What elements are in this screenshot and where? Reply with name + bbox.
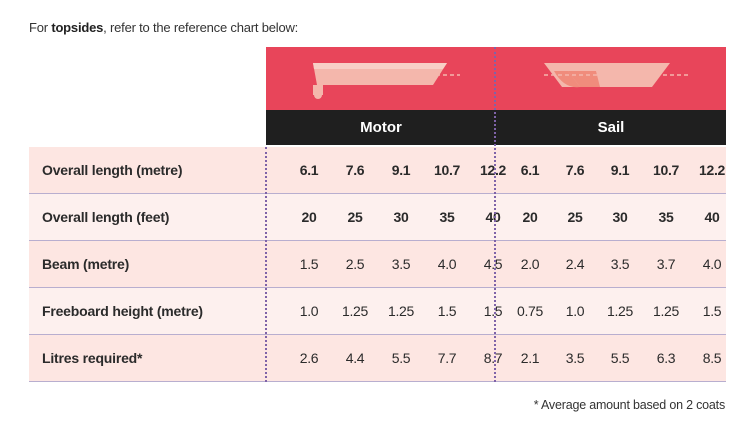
motor-cell: 7.7 xyxy=(437,350,457,366)
motor-cell: 5.5 xyxy=(391,350,411,366)
sail-cell: 35 xyxy=(658,209,674,225)
sail-boat-hull-icon xyxy=(544,63,690,88)
motor-cell: 1.5 xyxy=(437,303,457,319)
motor-sail-divider xyxy=(494,47,496,382)
row-label: Overall length (feet) xyxy=(42,209,170,225)
motor-cell: 25 xyxy=(347,209,363,225)
motor-cell: 2.5 xyxy=(345,256,365,272)
sail-cell: 3.5 xyxy=(565,350,585,366)
table-row: Overall length (metre) 6.1 7.6 9.1 10.7 12.2 6… xyxy=(29,147,726,194)
motor-cell: 12.2 xyxy=(479,162,507,178)
sail-cell: 20 xyxy=(522,209,538,225)
sail-cell: 1.5 xyxy=(702,303,722,319)
row-label: Overall length (metre) xyxy=(42,162,183,178)
sail-cell: 6.3 xyxy=(656,350,676,366)
sail-cell: 7.6 xyxy=(565,162,585,178)
sail-cell: 4.0 xyxy=(702,256,722,272)
motor-cell: 4.0 xyxy=(437,256,457,272)
table-row: Litres required* 2.6 4.4 5.5 7.7 8.7 2.1 3.5 5.5… xyxy=(29,335,726,382)
motor-cell: 9.1 xyxy=(391,162,411,178)
sail-header: Sail xyxy=(597,119,625,136)
row-label: Freeboard height (metre) xyxy=(42,303,203,319)
motor-cell: 1.25 xyxy=(387,303,415,319)
table-row: Overall length (feet) 20 25 30 35 40 20 25 30 35 4… xyxy=(29,194,726,241)
motor-cell: 4.5 xyxy=(483,256,503,272)
sail-cell: 30 xyxy=(612,209,628,225)
motor-cell: 2.6 xyxy=(299,350,319,366)
motor-cell: 1.5 xyxy=(299,256,319,272)
motor-cell: 8.7 xyxy=(483,350,503,366)
motor-cell: 10.7 xyxy=(433,162,461,178)
motor-cell: 35 xyxy=(439,209,455,225)
sail-cell: 3.7 xyxy=(656,256,676,272)
motor-header: Motor xyxy=(360,119,402,136)
table-row: Beam (metre) 1.5 2.5 3.5 4.0 4.5 2.0 2.4 3.5 3.7 4… xyxy=(29,241,726,288)
intro-bold: topsides xyxy=(51,20,104,35)
motor-cell: 1.0 xyxy=(299,303,319,319)
sail-cell: 40 xyxy=(704,209,720,225)
sail-cell: 2.0 xyxy=(520,256,540,272)
sail-cell: 1.25 xyxy=(606,303,634,319)
motor-cell: 4.4 xyxy=(345,350,365,366)
sail-cell: 5.5 xyxy=(610,350,630,366)
motor-boat-icon xyxy=(313,63,460,99)
footnote: * Average amount based on 2 coats xyxy=(533,398,725,412)
sail-cell: 8.5 xyxy=(702,350,722,366)
sail-cell: 0.75 xyxy=(516,303,544,319)
sail-cell: 9.1 xyxy=(610,162,630,178)
sail-cell: 25 xyxy=(567,209,583,225)
motor-cell: 20 xyxy=(301,209,317,225)
table-row: Freeboard height (metre) 1.0 1.25 1.25 1.5 1.… xyxy=(29,288,726,335)
sail-cell: 3.5 xyxy=(610,256,630,272)
sail-cell: 6.1 xyxy=(520,162,540,178)
motor-cell: 7.6 xyxy=(345,162,365,178)
motor-cell: 30 xyxy=(393,209,409,225)
intro-text: For topsides, refer to the reference cha… xyxy=(29,20,299,35)
row-label: Beam (metre) xyxy=(42,256,130,272)
sail-cell: 2.1 xyxy=(520,350,540,366)
group-header-band xyxy=(266,110,726,145)
motor-cell: 3.5 xyxy=(391,256,411,272)
motor-cell: 40 xyxy=(485,209,501,225)
sail-cell: 1.25 xyxy=(652,303,680,319)
row-label-divider xyxy=(265,147,267,382)
row-label: Litres required* xyxy=(42,350,143,366)
sail-cell: 1.0 xyxy=(565,303,585,319)
motor-cell: 6.1 xyxy=(299,162,319,178)
motor-cell: 1.5 xyxy=(483,303,503,319)
sail-cell: 10.7 xyxy=(652,162,680,178)
motor-cell: 1.25 xyxy=(341,303,369,319)
sail-cell: 2.4 xyxy=(565,256,585,272)
sail-cell: 12.2 xyxy=(698,162,726,178)
